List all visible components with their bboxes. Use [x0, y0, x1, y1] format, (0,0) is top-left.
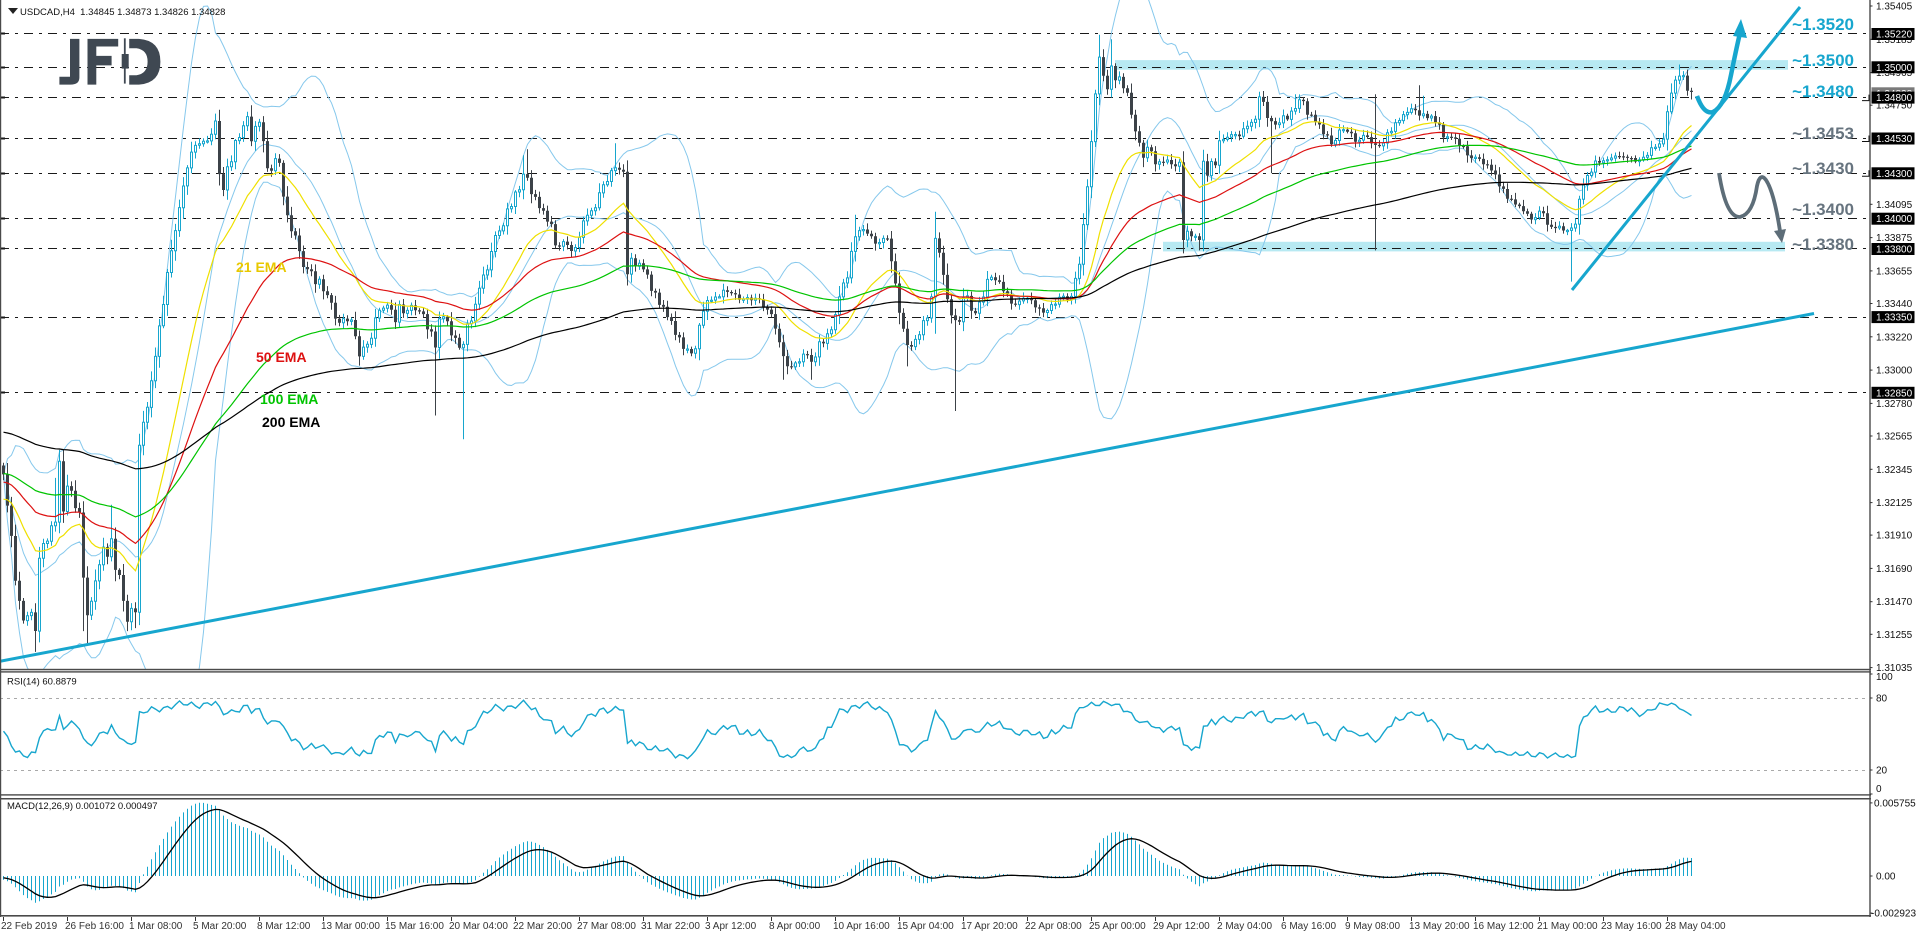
- svg-text:20: 20: [1876, 766, 1888, 777]
- svg-text:1.35220: 1.35220: [1876, 30, 1913, 41]
- svg-text:9 May 08:00: 9 May 08:00: [1345, 921, 1400, 932]
- svg-text:~1.3400: ~1.3400: [1792, 200, 1854, 219]
- svg-text:0: 0: [1876, 784, 1882, 795]
- svg-text:15 Apr 04:00: 15 Apr 04:00: [897, 921, 954, 932]
- svg-text:200 EMA: 200 EMA: [262, 414, 320, 430]
- svg-text:5 Mar 20:00: 5 Mar 20:00: [193, 921, 247, 932]
- svg-text:1.32125: 1.32125: [1876, 498, 1913, 509]
- svg-text:3 Apr 12:00: 3 Apr 12:00: [705, 921, 757, 932]
- svg-text:1.32345: 1.32345: [1876, 465, 1913, 476]
- svg-text:1.34000: 1.34000: [1876, 214, 1913, 225]
- svg-text:1.35185: 1.35185: [1876, 35, 1913, 46]
- svg-text:31 Mar 22:00: 31 Mar 22:00: [641, 921, 700, 932]
- svg-text:1.33655: 1.33655: [1876, 266, 1913, 277]
- svg-text:22 Apr 08:00: 22 Apr 08:00: [1025, 921, 1082, 932]
- svg-text:1 Mar 08:00: 1 Mar 08:00: [129, 921, 183, 932]
- svg-text:1.33440: 1.33440: [1876, 299, 1913, 310]
- svg-text:21 May 00:00: 21 May 00:00: [1537, 921, 1598, 932]
- svg-text:80: 80: [1876, 694, 1888, 705]
- svg-text:1.35000: 1.35000: [1876, 63, 1913, 74]
- svg-text:1.35405: 1.35405: [1876, 2, 1913, 13]
- svg-text:~1.3480: ~1.3480: [1792, 82, 1854, 101]
- svg-text:-0.002923: -0.002923: [1871, 909, 1916, 920]
- svg-text:1.34530: 1.34530: [1876, 134, 1913, 145]
- svg-text:100: 100: [1876, 672, 1893, 683]
- svg-text:0.00: 0.00: [1876, 872, 1896, 883]
- svg-text:1.31470: 1.31470: [1876, 597, 1913, 608]
- svg-text:29 Apr 12:00: 29 Apr 12:00: [1153, 921, 1210, 932]
- svg-text:15 Mar 16:00: 15 Mar 16:00: [385, 921, 444, 932]
- svg-text:1.32850: 1.32850: [1876, 388, 1913, 399]
- svg-text:1.31910: 1.31910: [1876, 531, 1913, 542]
- svg-text:10 Apr 16:00: 10 Apr 16:00: [833, 921, 890, 932]
- svg-text:1.32780: 1.32780: [1876, 399, 1913, 410]
- svg-text:1.32565: 1.32565: [1876, 432, 1913, 443]
- svg-text:25 Apr 00:00: 25 Apr 00:00: [1089, 921, 1146, 932]
- svg-text:28 May 04:00: 28 May 04:00: [1665, 921, 1726, 932]
- svg-text:1.34965: 1.34965: [1876, 68, 1913, 79]
- svg-text:0.005755: 0.005755: [1874, 798, 1916, 809]
- svg-text:13 Mar 00:00: 13 Mar 00:00: [321, 921, 380, 932]
- svg-text:2 May 04:00: 2 May 04:00: [1217, 921, 1272, 932]
- svg-text:1.34095: 1.34095: [1876, 200, 1913, 211]
- svg-text:1.31035: 1.31035: [1876, 663, 1913, 674]
- svg-text:16 May 12:00: 16 May 12:00: [1473, 921, 1534, 932]
- svg-text:MACD(12,26,9) 0.001072 0.00049: MACD(12,26,9) 0.001072 0.000497: [7, 801, 158, 812]
- svg-text:100 EMA: 100 EMA: [260, 391, 318, 407]
- svg-text:1.34800: 1.34800: [1876, 93, 1913, 104]
- svg-text:1.33350: 1.33350: [1876, 313, 1913, 324]
- svg-text:1.33000: 1.33000: [1876, 366, 1913, 377]
- svg-text:17 Apr 20:00: 17 Apr 20:00: [961, 921, 1018, 932]
- svg-text:~1.3500: ~1.3500: [1792, 51, 1854, 70]
- svg-text:RSI(14) 60.8879: RSI(14) 60.8879: [7, 677, 77, 688]
- svg-text:6 May 16:00: 6 May 16:00: [1281, 921, 1336, 932]
- svg-text:26 Feb 16:00: 26 Feb 16:00: [65, 921, 124, 932]
- svg-text:~1.3453: ~1.3453: [1792, 124, 1854, 143]
- svg-text:USDCAD,H4 1.34845 1.34873 1.3: USDCAD,H4 1.34845 1.34873 1.34826 1.3482…: [20, 7, 225, 18]
- svg-text:20 Mar 04:00: 20 Mar 04:00: [449, 921, 508, 932]
- svg-text:1.31255: 1.31255: [1876, 630, 1913, 641]
- svg-text:8 Mar 12:00: 8 Mar 12:00: [257, 921, 311, 932]
- svg-text:21 EMA: 21 EMA: [236, 259, 287, 275]
- svg-text:1.33875: 1.33875: [1876, 233, 1913, 244]
- svg-text:1.33800: 1.33800: [1876, 245, 1913, 256]
- svg-text:~1.3380: ~1.3380: [1792, 235, 1854, 254]
- svg-text:~1.3430: ~1.3430: [1792, 159, 1854, 178]
- svg-text:1.31690: 1.31690: [1876, 564, 1913, 575]
- svg-text:~1.3520: ~1.3520: [1792, 15, 1854, 34]
- svg-text:8 Apr 00:00: 8 Apr 00:00: [769, 921, 821, 932]
- svg-text:13 May 20:00: 13 May 20:00: [1409, 921, 1470, 932]
- svg-text:1.34300: 1.34300: [1876, 169, 1913, 180]
- svg-text:23 May 16:00: 23 May 16:00: [1601, 921, 1662, 932]
- svg-text:27 Mar 08:00: 27 Mar 08:00: [577, 921, 636, 932]
- svg-text:1.33220: 1.33220: [1876, 332, 1913, 343]
- svg-text:22 Feb 2019: 22 Feb 2019: [1, 921, 58, 932]
- svg-text:1.34750: 1.34750: [1876, 101, 1913, 112]
- svg-text:50 EMA: 50 EMA: [256, 349, 307, 365]
- svg-text:22 Mar 20:00: 22 Mar 20:00: [513, 921, 572, 932]
